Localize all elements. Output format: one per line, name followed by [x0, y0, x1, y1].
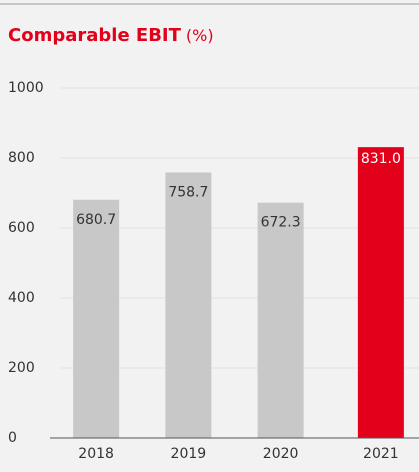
- value-label: 672.3: [261, 215, 301, 231]
- y-tick-label: 400: [8, 290, 35, 306]
- y-tick-label: 0: [8, 430, 17, 446]
- bar: [165, 172, 212, 438]
- title-unit: (%): [186, 26, 214, 45]
- bar: [73, 199, 120, 438]
- bar: [357, 147, 404, 438]
- title-text: Comparable EBIT: [8, 25, 182, 46]
- value-label: 758.7: [168, 184, 208, 200]
- x-tick-label: 2020: [263, 446, 299, 462]
- x-tick-label: 2018: [78, 446, 114, 462]
- bar: [257, 202, 304, 438]
- value-label: 680.7: [76, 212, 116, 228]
- y-tick-label: 1000: [8, 80, 44, 96]
- y-tick-label: 200: [8, 360, 35, 376]
- chart-title: Comparable EBIT (%): [8, 25, 214, 46]
- x-tick-label: 2021: [363, 446, 399, 462]
- y-tick-label: 600: [8, 220, 35, 236]
- value-label: 831.0: [361, 151, 401, 167]
- x-tick-label: 2019: [171, 446, 207, 462]
- y-tick-label: 800: [8, 150, 35, 166]
